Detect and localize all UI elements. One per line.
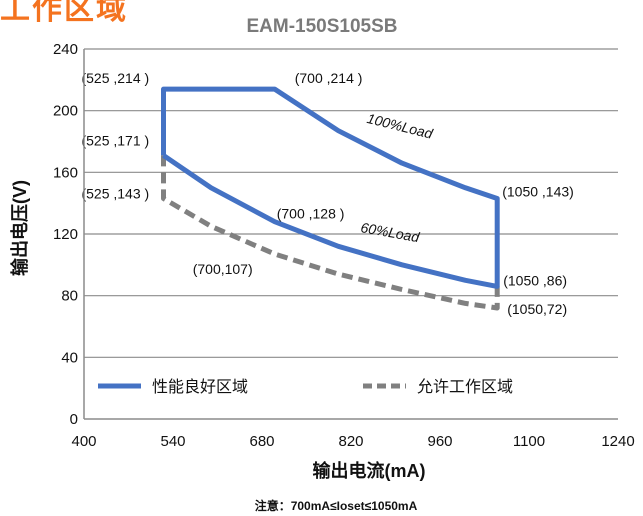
series-line-good-region <box>161 86 500 289</box>
y-axis-label: 输出电压(V) <box>9 180 30 276</box>
legend-label-allowed: 允许工作区域 <box>417 378 513 396</box>
x-tick-label: 1100 <box>513 433 545 450</box>
annotation-layer: (525 ,214 ) (700 ,214 ) (525 ,171 ) (525 ,1… <box>81 70 573 317</box>
point-annotation: (525 ,143 ) <box>81 186 149 202</box>
y-tick-label: 200 <box>53 103 78 120</box>
x-axis-label: 输出电流(mA) <box>313 460 426 481</box>
x-tick-label: 1240 <box>601 433 634 450</box>
y-tick-label: 240 <box>53 41 78 58</box>
x-tick-label: 960 <box>427 433 452 450</box>
y-tick-label: 120 <box>53 226 78 243</box>
y-tick-label: 160 <box>53 164 78 181</box>
point-annotation: (525 ,214 ) <box>81 70 149 86</box>
grid-layer <box>84 48 618 358</box>
legend: 性能良好区域 允许工作区域 <box>98 378 513 396</box>
x-tick-label: 820 <box>338 433 363 450</box>
point-annotation: (700 ,214 ) <box>295 70 363 86</box>
y-tick-label: 40 <box>61 349 78 366</box>
x-tick-label: 400 <box>71 433 96 450</box>
x-tick-label: 540 <box>160 433 185 450</box>
series-layer <box>161 86 500 311</box>
point-annotation: (700,107) <box>193 261 253 277</box>
footnote: 注意：700mA≤Ioset≤1050mA <box>255 498 418 513</box>
point-annotation: (525 ,171 ) <box>81 132 149 148</box>
curve-label: 100%Load <box>365 110 435 142</box>
legend-label-good: 性能良好区域 <box>152 378 248 396</box>
curve-label: 60%Load <box>359 219 421 245</box>
y-tick-label: 0 <box>70 411 78 428</box>
point-annotation: (1050 ,143) <box>502 184 574 200</box>
y-tick-label: 80 <box>61 288 78 305</box>
point-annotation: (1050,72) <box>507 301 567 317</box>
series-line-allowed-region <box>161 155 500 311</box>
point-annotation: (1050 ,86) <box>503 272 567 288</box>
chart-title: EAM-150S105SB <box>246 16 397 37</box>
point-annotation: (700 ,128 ) <box>277 206 345 222</box>
x-tick-label: 680 <box>249 433 274 450</box>
page-title: 工作区域 <box>0 0 128 26</box>
tick-layer: 0 40 80 120 160 200 240 400 540 680 820 960 1100 1240 <box>53 41 635 450</box>
